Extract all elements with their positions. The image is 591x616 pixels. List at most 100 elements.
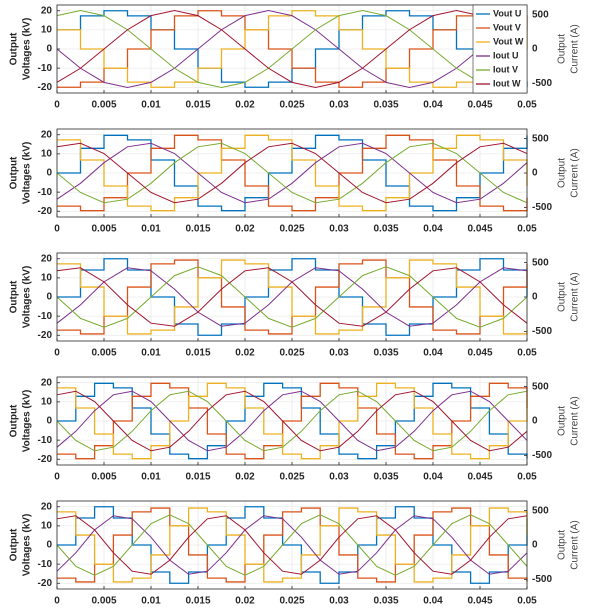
x-tick-label: 0.025	[279, 472, 304, 483]
x-tick-label: 0.045	[467, 596, 492, 607]
series-line	[56, 9, 528, 89]
y-tick-label: 20	[41, 501, 53, 512]
y-axis-label: Voltages (kV)	[22, 390, 33, 453]
y2-axis-label: Output	[557, 158, 568, 188]
y-tick-label: 20	[41, 253, 53, 264]
x-tick-label: 0.035	[373, 472, 398, 483]
x-tick-label: 0.01	[141, 100, 161, 111]
y-tick-label: -10	[38, 559, 53, 570]
legend-label: Vout W	[493, 36, 524, 46]
legend-label: Iout W	[493, 78, 521, 88]
series-line	[56, 390, 528, 452]
y2-tick-label: -500	[532, 78, 552, 89]
x-tick-label: 0.03	[329, 224, 349, 235]
x-tick-label: 0.035	[373, 596, 398, 607]
x-tick-label: 0.03	[329, 596, 349, 607]
y2-axis-label: Current (A)	[570, 148, 581, 197]
y2-tick-label: -500	[532, 574, 552, 585]
series-line	[57, 382, 528, 460]
x-tick-label: 0.02	[235, 100, 255, 111]
x-tick-label: 0.015	[185, 348, 210, 359]
x-tick-label: 0.01	[141, 472, 161, 483]
x-tick-label: 0.05	[517, 348, 537, 359]
x-tick-label: 0.04	[423, 100, 443, 111]
y2-tick-label: 0	[532, 540, 538, 551]
series-line	[57, 10, 528, 88]
y2-tick-label: -500	[532, 202, 552, 213]
y-tick-label: 10	[41, 25, 53, 36]
x-tick-label: 0.03	[329, 348, 349, 359]
y2-axis-label: Output	[557, 34, 568, 64]
x-tick-label: 0.01	[141, 596, 161, 607]
x-tick-label: 0.035	[373, 348, 398, 359]
y2-tick-label: 500	[532, 257, 549, 268]
x-tick-label: 0.035	[373, 224, 398, 235]
legend-label: Iout U	[493, 50, 519, 60]
x-tick-label: 0.045	[467, 224, 492, 235]
axes-frame	[56, 376, 528, 466]
legend: Vout U Vout V Vout W Iout U Iout V Iout W	[472, 4, 528, 94]
x-tick-label: 0.04	[423, 224, 443, 235]
x-tick-label: 0.04	[423, 348, 443, 359]
x-tick-label: 0.02	[235, 224, 255, 235]
x-tick-label: 0.005	[91, 596, 116, 607]
y-axis-label: Voltages (kV)	[22, 514, 33, 577]
x-tick-label: 0.005	[91, 348, 116, 359]
y2-tick-label: 0	[532, 416, 538, 427]
y2-axis-label: Current (A)	[570, 272, 581, 321]
y-tick-label: 20	[41, 129, 53, 140]
x-tick-label: 0.05	[517, 100, 537, 111]
legend-label: Iout V	[493, 64, 518, 74]
x-tick-label: 0.005	[91, 472, 116, 483]
series-line	[57, 134, 528, 212]
y-tick-label: -10	[38, 187, 53, 198]
x-tick-label: 0.03	[329, 100, 349, 111]
series-line	[56, 142, 528, 204]
y-tick-label: 10	[41, 149, 53, 160]
axes-frame	[56, 128, 528, 218]
x-tick-label: 0.04	[423, 596, 443, 607]
y-tick-label: 10	[41, 273, 53, 284]
x-tick-label: 0.015	[185, 596, 210, 607]
y-tick-label: 20	[41, 5, 53, 16]
x-tick-label: 0.03	[329, 472, 349, 483]
y-axis-label: Output	[9, 32, 20, 65]
series-line	[56, 267, 528, 327]
series-line	[57, 382, 528, 460]
x-tick-label: 0.02	[235, 472, 255, 483]
y-tick-label: -10	[38, 63, 53, 74]
x-tick-label: 0	[54, 348, 60, 359]
x-tick-label: 0	[54, 224, 60, 235]
y-tick-label: -10	[38, 435, 53, 446]
y-tick-label: 0	[46, 168, 52, 179]
y2-axis-label: Current (A)	[570, 520, 581, 569]
series-line	[56, 390, 528, 452]
y-tick-label: -20	[38, 578, 53, 589]
series-line	[56, 9, 528, 89]
series-line	[56, 9, 528, 89]
y2-axis-label: Current (A)	[570, 396, 581, 445]
y2-tick-label: 500	[532, 133, 549, 144]
y-axis-label: Voltages (kV)	[22, 18, 33, 81]
legend-label: Vout V	[493, 22, 521, 32]
series-line	[56, 142, 528, 204]
x-tick-label: 0	[54, 596, 60, 607]
y-tick-label: -20	[38, 82, 53, 93]
y-tick-label: -10	[38, 311, 53, 322]
y2-tick-label: -500	[532, 450, 552, 461]
series-line	[56, 514, 528, 576]
subplot: 0 0.005 0.01 0.015 0.02 0.025 0.03 0.035 0.04 0.0…	[9, 128, 581, 235]
x-tick-label: 0.01	[141, 348, 161, 359]
axes-frame	[56, 500, 528, 590]
x-tick-label: 0.025	[279, 100, 304, 111]
x-tick-label: 0.005	[91, 100, 116, 111]
x-tick-label: 0.05	[517, 472, 537, 483]
series-line	[57, 507, 528, 583]
y2-tick-label: 500	[532, 9, 549, 20]
y2-tick-label: 0	[532, 44, 538, 55]
series-line	[57, 259, 528, 335]
y-tick-label: 0	[46, 44, 52, 55]
x-tick-label: 0.045	[467, 472, 492, 483]
y-tick-label: -20	[38, 330, 53, 341]
